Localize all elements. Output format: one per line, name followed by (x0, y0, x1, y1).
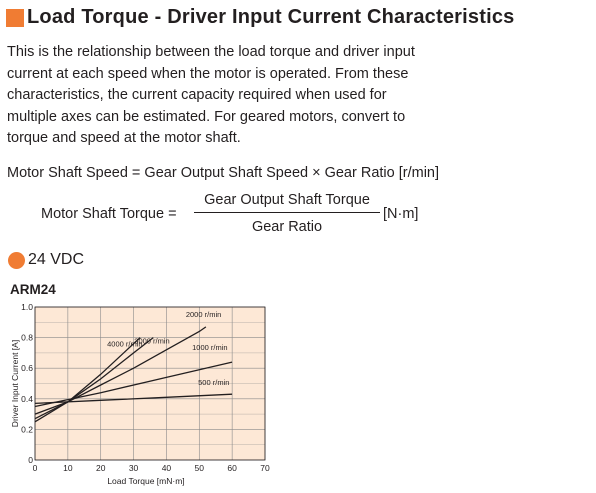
x-tick-label: 10 (63, 463, 73, 473)
voltage-section-heading: 24 VDC (8, 251, 84, 269)
heading: Load Torque - Driver Input Current Chara… (6, 6, 515, 29)
fraction-bar (194, 212, 380, 213)
series-line (34, 337, 141, 423)
series-label: 500 r/min (198, 378, 229, 387)
torque-formula-left: Motor Shaft Torque = (41, 206, 177, 222)
speed-formula: Motor Shaft Speed = Gear Output Shaft Sp… (7, 165, 440, 181)
series-line (34, 361, 233, 408)
y-tick-label: 1.0 (21, 302, 33, 312)
torque-current-chart: 0 10 20 30 40 50 60 70 0 0.2 0.4 0.6 0.8 1.0 Load Torq… (10, 302, 270, 486)
torque-formula-denominator: Gear Ratio (251, 219, 323, 235)
torque-formula-numerator: Gear Output Shaft Torque (204, 192, 370, 208)
x-tick-label: 70 (260, 463, 270, 473)
series-label: 4000 r/min (107, 340, 142, 349)
orange-square-icon (6, 8, 24, 27)
series-line (34, 337, 154, 420)
voltage-label: 24 VDC (28, 251, 85, 268)
series-label: 1000 r/min (192, 343, 227, 352)
y-tick-label: 0.2 (21, 424, 33, 434)
chart-title: ARM24 (10, 282, 56, 297)
intro-line: characteristics, the current capacity re… (7, 87, 387, 103)
orange-dot-icon (8, 251, 25, 269)
series-label: 3000 r/min (134, 337, 169, 346)
y-tick-label: 0 (28, 455, 33, 465)
torque-formula-unit: [N·m] (383, 206, 419, 222)
series-label: 2000 r/min (186, 310, 221, 319)
y-tick-label: 0.6 (21, 363, 33, 373)
y-tick-label: 0.4 (21, 394, 33, 404)
y-axis-label: Driver Input Current [A] (10, 340, 20, 427)
x-tick-label: 50 (195, 463, 205, 473)
page-title: Load Torque - Driver Input Current Chara… (27, 6, 515, 28)
y-tick-label: 0.8 (21, 333, 33, 343)
x-tick-label: 0 (33, 463, 38, 473)
series-line (34, 393, 233, 405)
x-tick-label: 30 (129, 463, 139, 473)
x-tick-label: 40 (162, 463, 172, 473)
intro-line: torque and speed at the motor shaft. (7, 130, 241, 146)
x-tick-label: 60 (227, 463, 237, 473)
intro-line: This is the relationship between the loa… (7, 44, 415, 60)
intro-paragraph: This is the relationship between the loa… (7, 42, 477, 150)
x-tick-label: 20 (96, 463, 106, 473)
plot-border (34, 306, 266, 461)
intro-line: current at each speed when the motor is … (7, 65, 409, 82)
intro-line: multiple axes can be estimated. For gear… (7, 108, 406, 125)
x-axis-label: Load Torque [mN·m] (107, 476, 184, 486)
